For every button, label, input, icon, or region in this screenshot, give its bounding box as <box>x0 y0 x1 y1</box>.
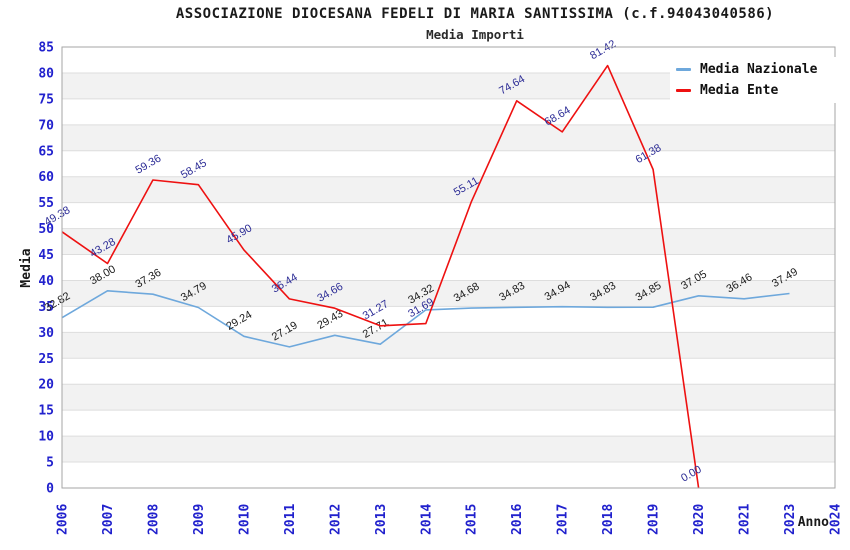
y-tick-label: 65 <box>38 144 54 159</box>
x-tick-label: 2020 <box>692 504 707 535</box>
grid-band <box>62 436 835 463</box>
y-tick-label: 55 <box>38 196 54 211</box>
y-axis-label: Media <box>19 248 34 287</box>
legend-swatch-nazionale-icon <box>676 68 691 71</box>
legend-item-media-nazionale: Media Nazionale <box>676 62 838 77</box>
y-tick-label: 10 <box>38 430 54 445</box>
grid-band <box>62 332 835 359</box>
data-point-label-media-nazionale: 32.82 <box>43 290 73 314</box>
data-point-label-media-ente: 81.42 <box>588 38 618 62</box>
x-tick-label: 2006 <box>56 504 71 535</box>
series-line-media-nazionale <box>61 289 790 348</box>
x-tick-label: 2009 <box>192 504 207 535</box>
x-tick-label: 2014 <box>419 504 434 535</box>
grid-band <box>62 384 835 411</box>
x-tick-label: 2019 <box>647 504 662 535</box>
y-tick-label: 20 <box>38 378 54 393</box>
x-tick-label: 2010 <box>237 504 252 535</box>
chart-title: ASSOCIAZIONE DIOCESANA FEDELI DI MARIA S… <box>175 6 775 22</box>
x-tick-label: 2015 <box>465 504 480 535</box>
chart-subtitle: Media Importi <box>426 27 524 42</box>
y-tick-label: 30 <box>38 326 54 341</box>
x-tick-label: 2007 <box>101 504 116 535</box>
x-tick-label: 2013 <box>374 504 389 535</box>
y-tick-label: 25 <box>38 352 54 367</box>
data-point-label-media-nazionale: 29.43 <box>315 308 345 332</box>
y-tick-label: 80 <box>38 66 54 81</box>
x-tick-label: 2023 <box>783 504 798 535</box>
legend-label-media-nazionale: Media Nazionale <box>700 62 818 77</box>
x-tick-label: 2012 <box>328 504 343 535</box>
y-tick-label: 15 <box>38 404 54 419</box>
legend: Media Nazionale Media Ente <box>670 57 838 103</box>
legend-label-media-ente: Media Ente <box>700 83 779 98</box>
y-tick-label: 70 <box>38 118 54 133</box>
y-tick-label: 85 <box>38 41 54 56</box>
y-tick-label: 50 <box>38 222 54 237</box>
y-tick-label: 40 <box>38 274 54 289</box>
y-tick-label: 5 <box>46 456 54 471</box>
x-tick-label: 2008 <box>146 504 161 535</box>
grid-band <box>62 228 835 255</box>
data-point-label-media-ente: 59.36 <box>133 152 163 176</box>
data-point-label-media-nazionale: 29.24 <box>224 309 254 333</box>
legend-item-media-ente: Media Ente <box>676 83 838 98</box>
data-point-label-media-ente: 0.00 <box>679 463 704 484</box>
grid-band <box>62 124 835 151</box>
grid-band <box>62 280 835 307</box>
y-tick-label: 35 <box>38 300 54 315</box>
x-tick-label: 2018 <box>601 504 616 535</box>
y-tick-label: 0 <box>46 482 54 497</box>
plot-border <box>61 46 836 489</box>
grid-band <box>62 176 835 203</box>
y-tick-label: 45 <box>38 248 54 263</box>
x-tick-label: 2016 <box>510 504 525 535</box>
x-tick-label: 2011 <box>283 504 298 535</box>
legend-swatch-ente-icon <box>676 89 691 92</box>
y-tick-label: 75 <box>38 92 54 107</box>
x-axis-label: Anno <box>798 515 829 530</box>
x-tick-label: 2017 <box>556 504 571 535</box>
x-tick-label: 2021 <box>738 504 753 535</box>
series-line-media-ente <box>61 64 700 489</box>
y-tick-label: 60 <box>38 170 54 185</box>
x-tick-label: 2024 <box>829 504 844 535</box>
